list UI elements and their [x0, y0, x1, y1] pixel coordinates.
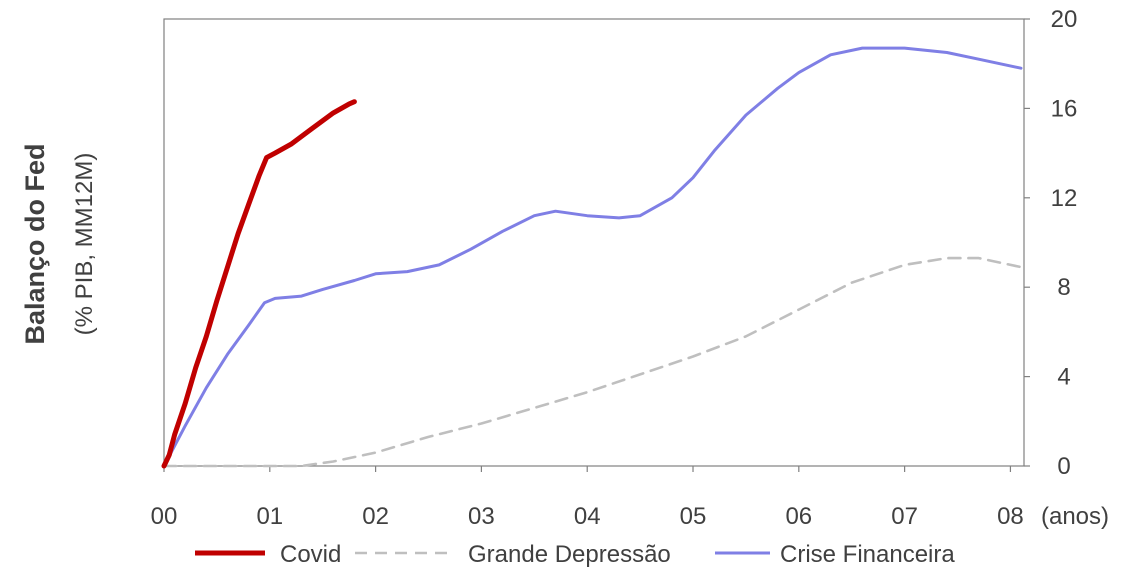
- series-line-0: [161, 99, 357, 469]
- x-tick-label: 07: [891, 503, 918, 530]
- x-tick-label: 04: [574, 503, 601, 530]
- y-axis-title-sub: (% PIB, MM12M): [71, 153, 98, 336]
- y-tick-label: 0: [1057, 453, 1070, 480]
- legend-label: Covid: [280, 541, 341, 568]
- legend-label: Grande Depressão: [468, 541, 671, 568]
- x-tick-label: 02: [362, 503, 389, 530]
- legend-label: Crise Financeira: [780, 541, 955, 568]
- x-tick-label: 03: [468, 503, 495, 530]
- x-axis-unit-label: (anos): [1041, 503, 1109, 530]
- series-layer: [161, 46, 1023, 469]
- y-tick-label: 4: [1057, 364, 1070, 391]
- x-tick-label: 01: [256, 503, 283, 530]
- plot-area: [163, 18, 1025, 467]
- y-axis-title-main: Balanço do Fed: [20, 143, 50, 344]
- x-tick-label: 06: [785, 503, 812, 530]
- x-axis: 00 01 02 03 04 05 06 07 08: [151, 466, 1024, 530]
- series-line-1: [162, 256, 1023, 468]
- y-tick-label: 20: [1051, 6, 1078, 33]
- y-axis: 0 4 8 12 16 20: [1024, 6, 1077, 480]
- series-line-2: [162, 46, 1023, 468]
- x-tick-label: 08: [997, 503, 1024, 530]
- legend: Covid Grande Depressão Crise Financeira: [195, 541, 955, 568]
- y-axis-title: Balanço do Fed (% PIB, MM12M): [20, 143, 98, 344]
- x-tick-label: 05: [680, 503, 707, 530]
- y-tick-label: 12: [1051, 185, 1078, 212]
- y-tick-label: 8: [1057, 274, 1070, 301]
- x-tick-label: 00: [151, 503, 178, 530]
- y-tick-label: 16: [1051, 95, 1078, 122]
